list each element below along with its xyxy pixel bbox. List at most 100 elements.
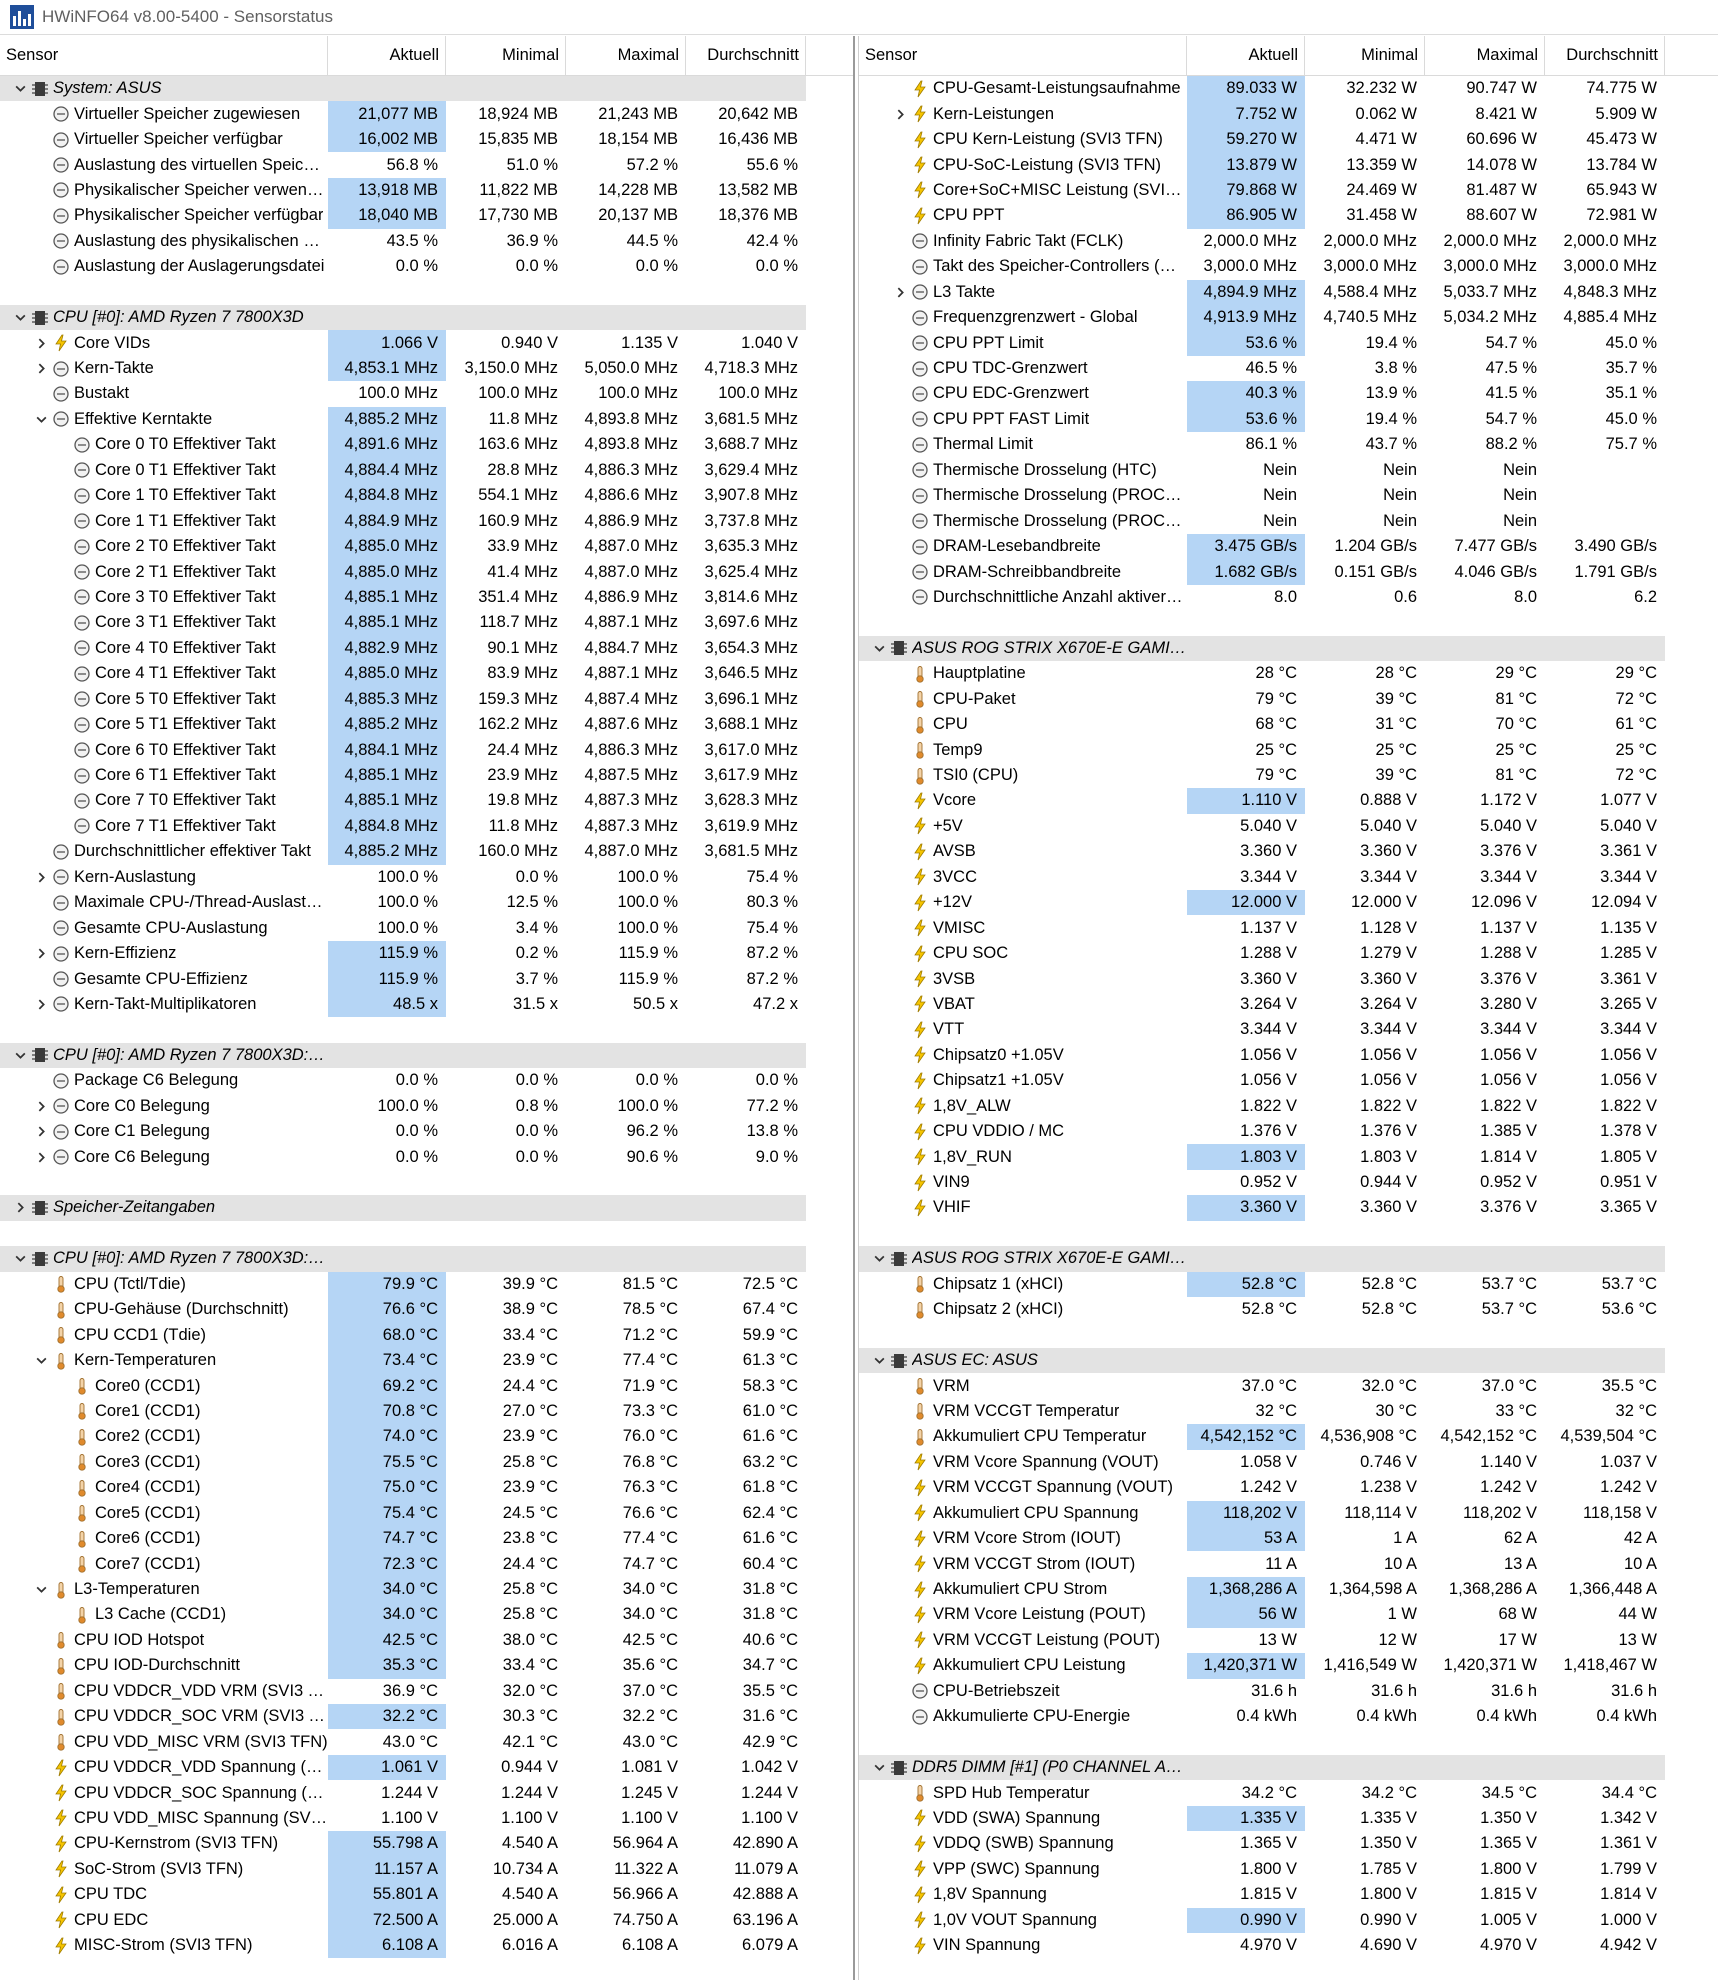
sensor-row[interactable]: Akkumuliert CPU Spannung 118,202 V 118,114… bbox=[859, 1500, 1718, 1526]
sensor-row[interactable]: Core2 (CCD1) 74.0 °C 23.9 °C 76.0 °C 61.6 °C bbox=[0, 1424, 853, 1450]
sensor-row[interactable]: VRM 37.0 °C 32.0 °C 37.0 °C 35.5 °C bbox=[859, 1373, 1718, 1398]
sensor-row[interactable]: Durchschnittlicher effektiver Takt 4,885.… bbox=[0, 839, 853, 865]
column-header-max[interactable]: Maximal bbox=[566, 36, 686, 75]
sensor-row[interactable]: Core 5 T0 Effektiver Takt 4,885.3 MHz 159.… bbox=[0, 686, 853, 712]
chevron-right-icon[interactable] bbox=[31, 1122, 51, 1142]
sensor-row[interactable]: VIN Spannung 4.970 V 4.690 V 4.970 V 4.942 V bbox=[859, 1933, 1718, 1958]
sensor-group-header[interactable]: CPU [#0]: AMD Ryzen 7 7800X3D: Enhanced bbox=[0, 1246, 853, 1272]
sensor-row[interactable]: CPU PPT FAST Limit 53.6 % 19.4 % 54.7 % 45.0… bbox=[859, 406, 1718, 433]
chevron-right-icon[interactable] bbox=[890, 104, 910, 124]
sensor-row[interactable]: VHIF 3.360 V 3.360 V 3.376 V 3.365 V bbox=[859, 1195, 1718, 1221]
sensor-row[interactable]: Core 6 T1 Effektiver Takt 4,885.1 MHz 23.9… bbox=[0, 762, 853, 789]
chevron-right-icon[interactable] bbox=[31, 944, 51, 964]
sensor-row[interactable]: Core 2 T1 Effektiver Takt 4,885.0 MHz 41.4… bbox=[0, 559, 853, 585]
sensor-row[interactable]: VBAT 3.264 V 3.264 V 3.280 V 3.265 V bbox=[859, 992, 1718, 1017]
column-header-min[interactable]: Minimal bbox=[446, 36, 566, 75]
chevron-right-icon[interactable] bbox=[890, 282, 910, 302]
sensor-row[interactable]: Effektive Kerntakte 4,885.2 MHz 11.8 MHz 4,… bbox=[0, 406, 853, 433]
sensor-row[interactable]: Core 0 T0 Effektiver Takt 4,891.6 MHz 163.… bbox=[0, 432, 853, 458]
sensor-row[interactable]: CPU EDC 72.500 A 25.000 A 74.750 A 63.196 A bbox=[0, 1907, 853, 1933]
sensor-row[interactable]: Akkumuliert CPU Leistung 1,420,371 W 1,416… bbox=[859, 1653, 1718, 1679]
sensor-row[interactable]: Core0 (CCD1) 69.2 °C 24.4 °C 71.9 °C 58.3 °C bbox=[0, 1373, 853, 1399]
sensor-row[interactable]: Chipsatz 1 (xHCI) 52.8 °C 52.8 °C 53.7 °C 53… bbox=[859, 1271, 1718, 1297]
sensor-row[interactable]: Thermische Drosselung (PROCHO... Nein Nein… bbox=[859, 508, 1718, 533]
sensor-row[interactable]: VRM VCCGT Leistung (POUT) 13 W 12 W 17 W 13 … bbox=[859, 1628, 1718, 1653]
sensor-row[interactable]: VRM Vcore Spannung (VOUT) 1.058 V 0.746 V 1… bbox=[859, 1450, 1718, 1475]
column-header-min[interactable]: Minimal bbox=[1305, 36, 1425, 75]
sensor-row[interactable]: CPU-Paket 79 °C 39 °C 81 °C 72 °C bbox=[859, 687, 1718, 712]
column-header-current[interactable]: Aktuell bbox=[328, 36, 446, 75]
sensor-row[interactable]: Akkumuliert CPU Strom 1,368,286 A 1,364,59… bbox=[859, 1576, 1718, 1603]
sensor-row[interactable]: Core 6 T0 Effektiver Takt 4,884.1 MHz 24.4… bbox=[0, 737, 853, 763]
sensor-row[interactable]: Core 7 T0 Effektiver Takt 4,885.1 MHz 19.8… bbox=[0, 788, 853, 814]
sensor-row[interactable]: Thermal Limit 86.1 % 43.7 % 88.2 % 75.7 % bbox=[859, 432, 1718, 457]
chevron-right-icon[interactable] bbox=[31, 333, 51, 353]
sensor-row[interactable]: 1,0V VOUT Spannung 0.990 V 0.990 V 1.005 V 1… bbox=[859, 1907, 1718, 1933]
chevron-down-icon[interactable] bbox=[31, 1351, 51, 1371]
sensor-row[interactable]: CPU VDD_MISC VRM (SVI3 TFN) 43.0 °C 42.1 °… bbox=[0, 1729, 853, 1754]
column-header-sensor[interactable]: Sensor bbox=[859, 36, 1187, 75]
sensor-row[interactable]: L3 Cache (CCD1) 34.0 °C 25.8 °C 34.0 °C 31.8… bbox=[0, 1602, 853, 1628]
sensor-row[interactable]: Core 4 T0 Effektiver Takt 4,882.9 MHz 90.1… bbox=[0, 635, 853, 662]
sensor-pane-right[interactable]: Sensor Aktuell Minimal Maximal Durchschn… bbox=[858, 36, 1718, 1980]
sensor-row[interactable]: Core 4 T1 Effektiver Takt 4,885.0 MHz 83.9… bbox=[0, 661, 853, 687]
sensor-row[interactable]: CPU VDDCR_VDD VRM (SVI3 TFN) 36.9 °C 32.0 … bbox=[0, 1679, 853, 1704]
chevron-right-icon[interactable] bbox=[31, 1096, 51, 1116]
sensor-row[interactable]: CPU Kern-Leistung (SVI3 TFN) 59.270 W 4.47… bbox=[859, 126, 1718, 153]
sensor-row[interactable]: SoC-Strom (SVI3 TFN) 11.157 A 10.734 A 11.3… bbox=[0, 1856, 853, 1883]
sensor-row[interactable]: Thermische Drosselung (PROCHO... Nein Nein… bbox=[859, 483, 1718, 508]
sensor-row[interactable]: CPU (Tctl/Tdie) 79.9 °C 39.9 °C 81.5 °C 72.5… bbox=[0, 1271, 853, 1297]
sensor-row[interactable]: Virtueller Speicher zugewiesen 21,077 MB 1… bbox=[0, 101, 853, 127]
sensor-row[interactable]: Core 1 T0 Effektiver Takt 4,884.8 MHz 554.… bbox=[0, 483, 853, 509]
sensor-row[interactable]: Frequenzgrenzwert - Global 4,913.9 MHz 4,7… bbox=[859, 304, 1718, 331]
sensor-row[interactable]: Bustakt 100.0 MHz 100.0 MHz 100.0 MHz 100.0 … bbox=[0, 381, 853, 406]
sensor-row[interactable]: CPU TDC 55.801 A 4.540 A 56.966 A 42.888 A bbox=[0, 1882, 853, 1908]
sensor-row[interactable]: Package C6 Belegung 0.0 % 0.0 % 0.0 % 0.0 % bbox=[0, 1068, 853, 1093]
sensor-row[interactable]: Durchschnittliche Anzahl aktiver K... 8.0… bbox=[859, 585, 1718, 610]
sensor-row[interactable]: VRM Vcore Strom (IOUT) 53 A 1 A 62 A 42 A bbox=[859, 1525, 1718, 1552]
sensor-row[interactable]: CPU-Gesamt-Leistungsaufnahme 89.033 W 32.2… bbox=[859, 76, 1718, 102]
sensor-row[interactable]: VDD (SWA) Spannung 1.335 V 1.335 V 1.350 V 1… bbox=[859, 1805, 1718, 1832]
chevron-down-icon[interactable] bbox=[31, 409, 51, 429]
sensor-row[interactable]: VRM Vcore Leistung (POUT) 56 W 1 W 68 W 44 W bbox=[859, 1602, 1718, 1628]
sensor-row[interactable]: VDDQ (SWB) Spannung 1.365 V 1.350 V 1.365 V… bbox=[859, 1831, 1718, 1856]
sensor-row[interactable]: Core 7 T1 Effektiver Takt 4,884.8 MHz 11.8… bbox=[0, 813, 853, 840]
sensor-row[interactable]: CPU IOD Hotspot 42.5 °C 38.0 °C 42.5 °C 40.6… bbox=[0, 1627, 853, 1654]
sensor-row[interactable]: Core C1 Belegung 0.0 % 0.0 % 96.2 % 13.8 % bbox=[0, 1119, 853, 1144]
sensor-row[interactable]: Core6 (CCD1) 74.7 °C 23.8 °C 77.4 °C 61.6 °C bbox=[0, 1525, 853, 1552]
sensor-row[interactable]: 1,8V_ALW 1.822 V 1.822 V 1.822 V 1.822 V bbox=[859, 1094, 1718, 1119]
sensor-row[interactable]: CPU CCD1 (Tdie) 68.0 °C 33.4 °C 71.2 °C 59.9… bbox=[0, 1322, 853, 1348]
sensor-row[interactable]: CPU VDDCR_VDD Spannung (SVI... 1.061 V 0.9… bbox=[0, 1754, 853, 1781]
sensor-row[interactable]: L3 Takte 4,894.9 MHz 4,588.4 MHz 5,033.7 MH… bbox=[859, 279, 1718, 305]
column-header-max[interactable]: Maximal bbox=[1425, 36, 1545, 75]
column-header-current[interactable]: Aktuell bbox=[1187, 36, 1305, 75]
chevron-right-icon[interactable] bbox=[10, 1198, 30, 1218]
sensor-row[interactable]: Akkumuliert CPU Temperatur 4,542,152 °C 4,… bbox=[859, 1424, 1718, 1450]
sensor-row[interactable]: 3VCC 3.344 V 3.344 V 3.344 V 3.344 V bbox=[859, 865, 1718, 890]
column-header-sensor[interactable]: Sensor bbox=[0, 36, 328, 75]
sensor-row[interactable]: Auslastung der Auslagerungsdatei 0.0 % 0.0… bbox=[0, 254, 853, 279]
sensor-row[interactable]: Core 1 T1 Effektiver Takt 4,884.9 MHz 160.… bbox=[0, 508, 853, 534]
sensor-row[interactable]: Core 5 T1 Effektiver Takt 4,885.2 MHz 162.… bbox=[0, 711, 853, 738]
chevron-right-icon[interactable] bbox=[31, 994, 51, 1014]
sensor-row[interactable]: VPP (SWC) Spannung 1.800 V 1.785 V 1.800 V 1… bbox=[859, 1857, 1718, 1882]
column-header-avg[interactable]: Durchschnitt bbox=[1545, 36, 1665, 75]
sensor-row[interactable]: CPU EDC-Grenzwert 40.3 % 13.9 % 41.5 % 35.1 … bbox=[859, 381, 1718, 407]
sensor-group-header[interactable]: DDR5 DIMM [#1] (P0 CHANNEL A/DIMM 1) bbox=[859, 1754, 1718, 1781]
sensor-row[interactable]: Kern-Takt-Multiplikatoren 48.5 x 31.5 x 50.… bbox=[0, 991, 853, 1018]
sensor-row[interactable]: CPU SOC 1.288 V 1.279 V 1.288 V 1.285 V bbox=[859, 941, 1718, 966]
sensor-row[interactable]: Takt des Speicher-Controllers (UC... 3,00… bbox=[859, 254, 1718, 279]
sensor-row[interactable]: +12V 12.000 V 12.000 V 12.096 V 12.094 V bbox=[859, 890, 1718, 916]
sensor-row[interactable]: +5V 5.040 V 5.040 V 5.040 V 5.040 V bbox=[859, 814, 1718, 839]
chevron-down-icon[interactable] bbox=[10, 308, 30, 328]
sensor-row[interactable]: Physikalischer Speicher verwendet 13,918 … bbox=[0, 177, 853, 204]
sensor-row[interactable]: Chipsatz1 +1.05V 1.056 V 1.056 V 1.056 V 1.0… bbox=[859, 1068, 1718, 1093]
sensor-row[interactable]: DRAM-Schreibbandbreite 1.682 GB/s 0.151 GB… bbox=[859, 559, 1718, 585]
sensor-row[interactable]: Core3 (CCD1) 75.5 °C 25.8 °C 76.8 °C 63.2 °C bbox=[0, 1449, 853, 1476]
sensor-group-header[interactable]: ASUS ROG STRIX X670E-E GAMING WIFI (Nuvo… bbox=[859, 635, 1718, 662]
sensor-row[interactable]: 1,8V Spannung 1.815 V 1.800 V 1.815 V 1.814 … bbox=[859, 1882, 1718, 1907]
sensor-row[interactable]: Core 2 T0 Effektiver Takt 4,885.0 MHz 33.9… bbox=[0, 533, 853, 560]
sensor-row[interactable]: Chipsatz 2 (xHCI) 52.8 °C 52.8 °C 53.7 °C 53… bbox=[859, 1297, 1718, 1322]
sensor-row[interactable]: Core 3 T1 Effektiver Takt 4,885.1 MHz 118.… bbox=[0, 610, 853, 636]
chevron-down-icon[interactable] bbox=[10, 1249, 30, 1269]
